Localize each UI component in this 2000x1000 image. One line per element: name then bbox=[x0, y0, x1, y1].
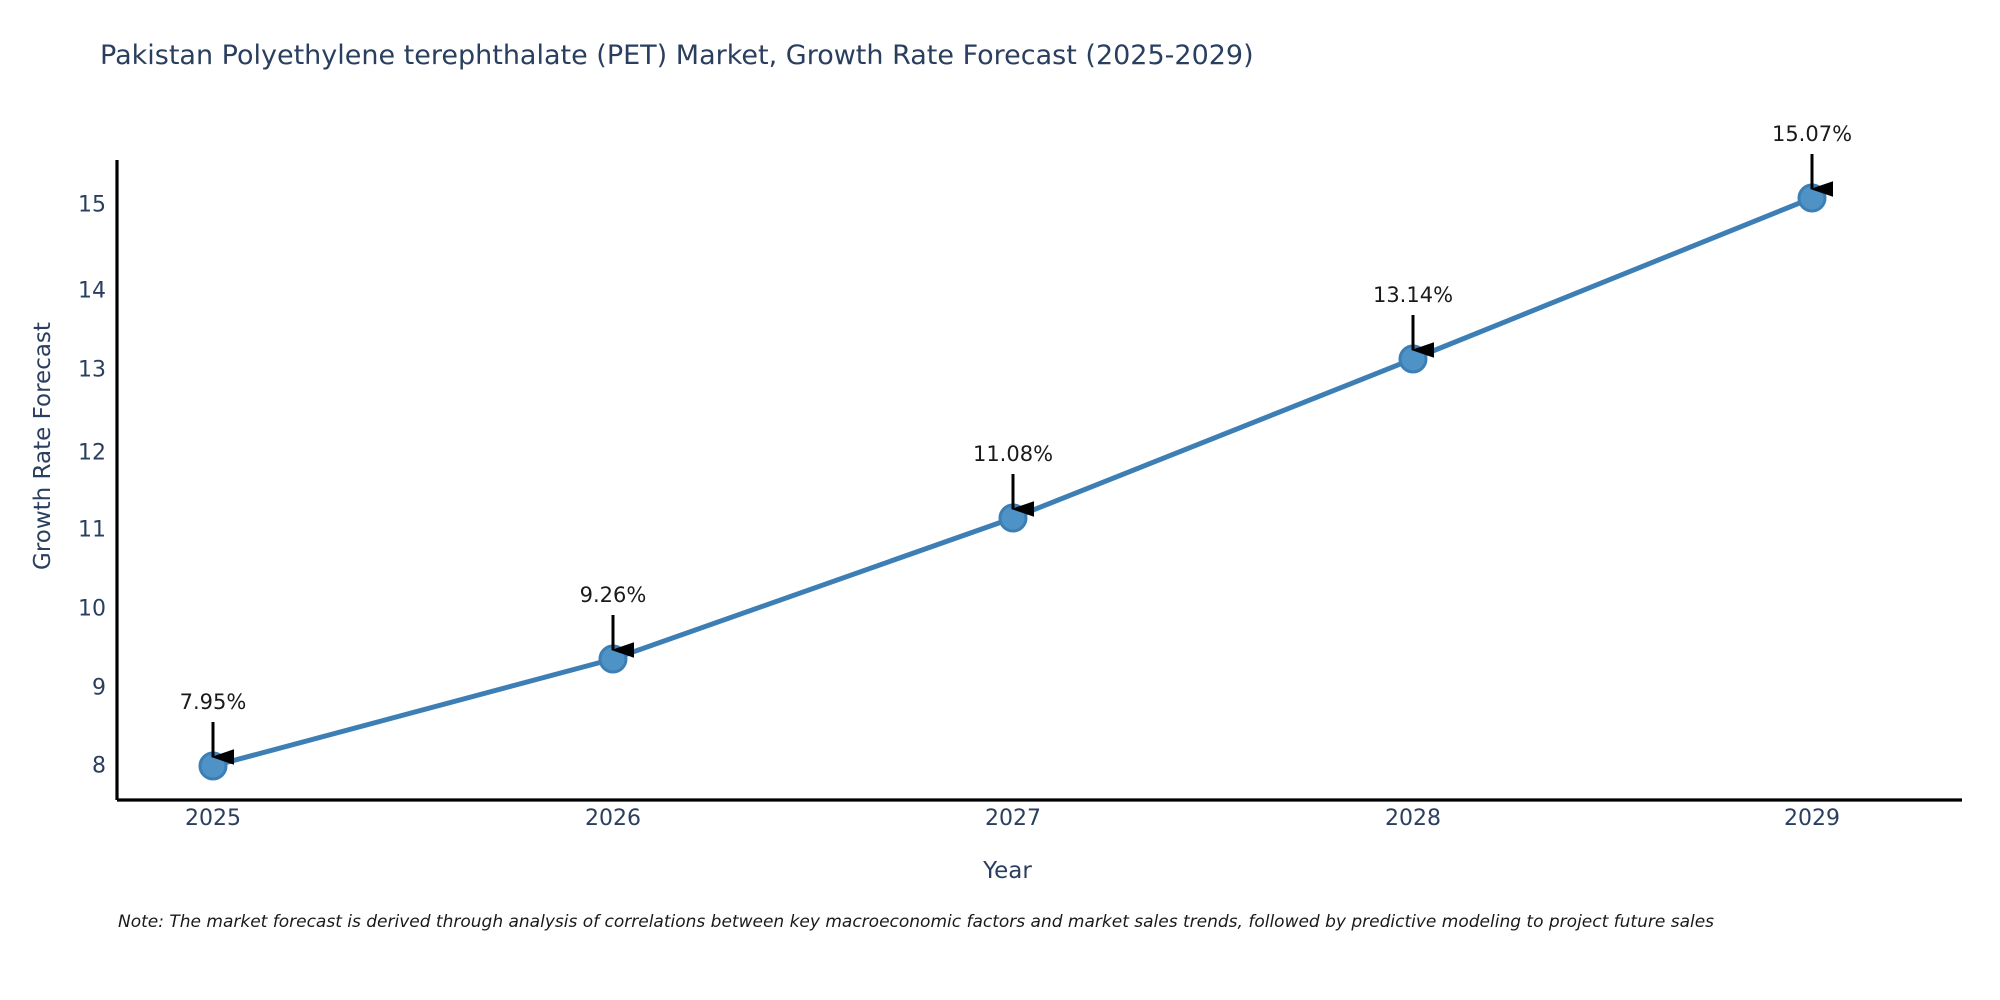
data-point-label: 7.95% bbox=[179, 690, 247, 714]
x-axis-title-wrapper: Year bbox=[0, 858, 2000, 884]
y-tick-label: 10 bbox=[78, 596, 106, 622]
x-axis-title: Year bbox=[983, 858, 1032, 884]
y-axis-tick-labels: 15 14 13 12 11 10 9 8 bbox=[20, 0, 106, 1000]
data-point-label: 9.26% bbox=[579, 583, 647, 607]
y-tick-label: 13 bbox=[78, 357, 106, 383]
y-tick-label: 15 bbox=[78, 192, 106, 218]
page-title: Pakistan Polyethylene terephthalate (PET… bbox=[100, 40, 1254, 71]
x-tick-label: 2025 bbox=[185, 806, 241, 831]
y-tick-label: 8 bbox=[92, 753, 106, 779]
y-tick-label: 9 bbox=[92, 675, 106, 701]
x-tick-label: 2026 bbox=[585, 806, 641, 831]
footnote: Note: The market forecast is derived thr… bbox=[118, 912, 1715, 932]
data-point-label: 15.07% bbox=[1771, 122, 1853, 146]
x-tick-label: 2027 bbox=[985, 806, 1041, 831]
y-tick-label: 14 bbox=[78, 278, 106, 304]
data-point-label: 13.14% bbox=[1372, 283, 1454, 307]
data-point-label: 11.08% bbox=[972, 442, 1054, 466]
y-tick-label: 12 bbox=[78, 440, 106, 466]
x-tick-label: 2028 bbox=[1385, 806, 1441, 831]
x-tick-label: 2029 bbox=[1784, 806, 1840, 831]
y-tick-label: 11 bbox=[78, 517, 106, 543]
